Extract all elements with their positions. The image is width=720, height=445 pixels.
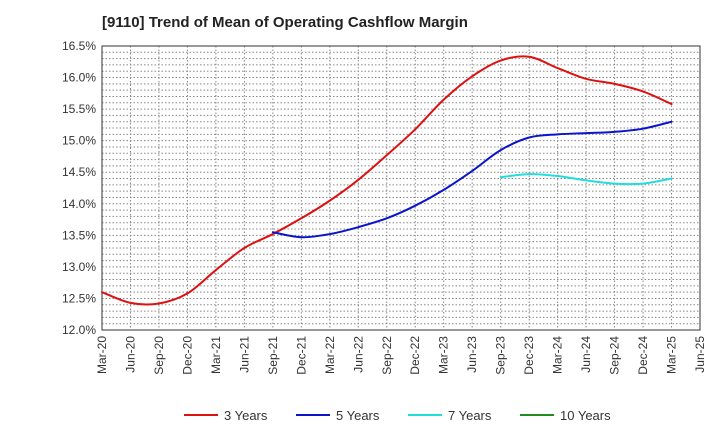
x-tick-label: Dec-23	[522, 336, 536, 375]
y-tick-label: 15.5%	[62, 102, 96, 116]
x-tick-label: Mar-20	[95, 336, 109, 374]
legend: 3 Years 5 Years 7 Years 10 Years	[184, 408, 611, 423]
y-tick-label: 16.0%	[62, 71, 96, 85]
y-tick-label: 12.0%	[62, 323, 96, 337]
legend-label-10-years: 10 Years	[560, 408, 611, 423]
y-tick-label: 13.0%	[62, 260, 96, 274]
x-tick-label: Jun-21	[237, 336, 251, 373]
series-layer	[101, 55, 673, 306]
legend-label-7-years: 7 Years	[448, 408, 492, 423]
x-tick-label: Dec-22	[408, 336, 422, 375]
x-tick-label: Sep-22	[380, 336, 394, 375]
x-tick-label: Jun-25	[693, 336, 707, 373]
x-tick-label: Mar-22	[323, 336, 337, 374]
x-tick-label: Mar-21	[209, 336, 223, 374]
x-tick-label: Sep-24	[608, 336, 622, 375]
x-tick-label: Mar-23	[437, 336, 451, 374]
legend-label-3-years: 3 Years	[224, 408, 268, 423]
x-tick-label: Dec-24	[636, 336, 650, 375]
x-tick-label: Sep-23	[494, 336, 508, 375]
y-tick-label: 15.0%	[62, 134, 96, 148]
x-tick-label: Dec-21	[294, 336, 308, 375]
axis-layer: 12.0% 12.5% 13.0% 13.5% 14.0% 14.5% 15.0% 15.5%…	[62, 39, 707, 375]
x-tick-label: Sep-20	[152, 336, 166, 375]
x-tick-label: Mar-24	[551, 336, 565, 374]
grid-layer	[102, 46, 700, 330]
x-tick-label: Jun-24	[579, 336, 593, 373]
series-line-7-years	[499, 173, 673, 186]
y-tick-label: 14.5%	[62, 165, 96, 179]
x-tick-label: Jun-20	[123, 336, 137, 373]
series-line-5-years	[271, 120, 673, 239]
x-tick-label: Mar-25	[665, 336, 679, 374]
y-tick-label: 12.5%	[62, 291, 96, 305]
plot-frame	[101, 45, 701, 331]
x-tick-label: Jun-23	[465, 336, 479, 373]
x-tick-label: Sep-21	[266, 336, 280, 375]
x-tick-label: Dec-20	[180, 336, 194, 375]
x-tick-label: Jun-22	[351, 336, 365, 373]
y-tick-label: 14.0%	[62, 197, 96, 211]
y-tick-label: 16.5%	[62, 39, 96, 53]
legend-label-5-years: 5 Years	[336, 408, 380, 423]
chart-title: [9110] Trend of Mean of Operating Cashfl…	[102, 14, 468, 31]
series-line-3-years	[101, 55, 673, 306]
y-tick-label: 13.5%	[62, 228, 96, 242]
